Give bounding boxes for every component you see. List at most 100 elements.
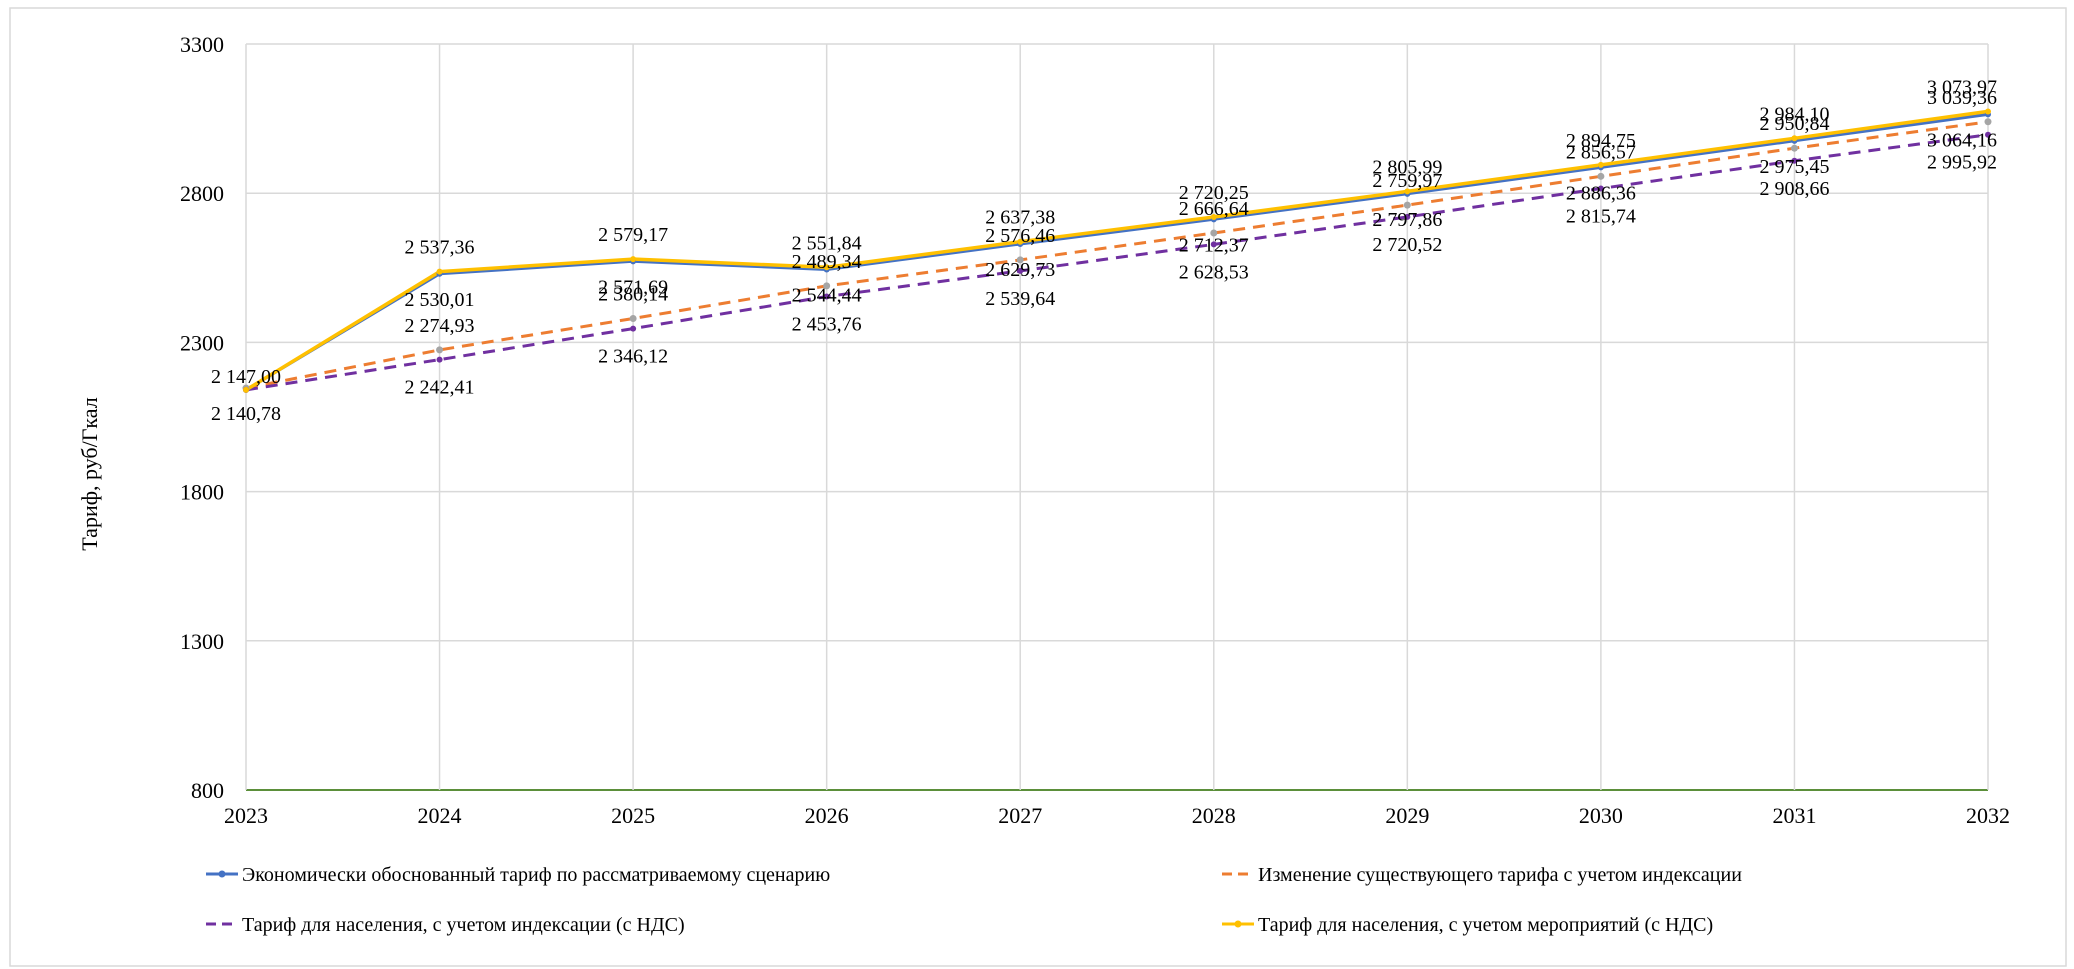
legend-marker-1 <box>218 870 226 878</box>
legend-entry-3: Тариф для населения, с учетом индексации… <box>242 914 685 936</box>
series-4-data-label: 2 637,38 <box>985 207 1055 229</box>
y-tick-label: 800 <box>191 778 224 803</box>
series-line-4 <box>245 109 1989 392</box>
series-2-data-label: 2 380,14 <box>598 283 668 305</box>
series-3-data-label: 2 995,92 <box>1927 152 1997 174</box>
series-3-point <box>1017 267 1024 274</box>
series-4-point <box>436 268 443 275</box>
y-axis-ticks: 800 1300 1800 2300 2800 3300 <box>180 32 224 803</box>
series-4-data-label: 2 537,36 <box>405 237 475 259</box>
series-line-1 <box>245 112 1989 392</box>
series-1-data-label: 2 140,78 <box>211 403 281 425</box>
series-2-point <box>629 314 637 322</box>
series-4-data-label: 2 551,84 <box>792 232 862 254</box>
x-tick-label: 2030 <box>1579 803 1623 828</box>
series-4-data-label: 2 805,99 <box>1372 156 1442 178</box>
series-3-data-label: 2 242,41 <box>405 377 475 399</box>
chart-frame <box>9 7 2067 967</box>
x-tick-label: 2025 <box>611 803 655 828</box>
x-tick-label: 2031 <box>1772 803 1816 828</box>
y-tick-label: 3300 <box>180 32 224 57</box>
data-labels: 2 140,78 2 530,01 2 571,69 2 544,44 2 629,73… <box>211 76 1997 424</box>
series-2-point <box>1790 144 1798 152</box>
y-tick-label: 1800 <box>180 480 224 505</box>
series-3-point <box>823 293 830 300</box>
y-tick-label: 2300 <box>180 330 224 355</box>
y-axis-label: Тариф, руб/Гкал <box>77 397 102 550</box>
series-4-data-label: 3 073,97 <box>1927 76 1997 98</box>
series-2-point <box>1403 201 1411 209</box>
series-3-point <box>1985 131 1991 138</box>
legend-entry-4: Тариф для населения, с учетом мероприяти… <box>1258 914 1713 936</box>
series-4-point <box>1597 161 1604 168</box>
x-tick-label: 2032 <box>1966 803 2010 828</box>
x-tick-label: 2023 <box>224 803 268 828</box>
x-axis-ticks: 2023 2024 2025 2026 2027 2028 2029 2030 2031 2032 <box>224 803 2010 828</box>
series-2-data-label: 2 489,34 <box>792 251 862 273</box>
series-1-data-label: 2 975,45 <box>1759 156 1829 178</box>
series-3-data-label: 2 908,66 <box>1759 178 1829 200</box>
series-2-point <box>436 346 444 354</box>
series-2-point <box>1984 118 1992 126</box>
series-4-point <box>630 256 637 263</box>
series-4-data-label: 2 894,75 <box>1566 130 1636 152</box>
y-tick-label: 2800 <box>180 181 224 206</box>
series-3-point <box>1597 185 1604 192</box>
series-3-data-label: 2 815,74 <box>1566 206 1636 228</box>
series-3-point <box>630 325 637 332</box>
series-4-data-label: 2 984,10 <box>1759 103 1829 125</box>
series-2-data-label: 3 039,36 <box>1927 87 1997 109</box>
series-2-data-label: 2 759,97 <box>1372 170 1442 192</box>
x-tick-label: 2028 <box>1192 803 1236 828</box>
x-tick-label: 2026 <box>805 803 849 828</box>
series-2-point <box>1016 256 1024 264</box>
series-1-data-label: 2 797,86 <box>1372 209 1442 231</box>
series-3-data-label: 2 720,52 <box>1372 234 1442 256</box>
series-3-point <box>1404 213 1411 220</box>
series-2-data-label: 2 576,46 <box>985 225 1055 247</box>
series-4-point <box>1210 213 1217 220</box>
series-3-point <box>1791 157 1798 164</box>
series-2-point <box>1597 172 1605 180</box>
y-tick-label: 1300 <box>180 629 224 654</box>
legend-entry-1: Экономически обоснованный тариф по рассм… <box>242 864 830 886</box>
series-1-data-label: 2 571,69 <box>598 276 668 298</box>
series-4-point <box>1017 238 1024 245</box>
series-1-data-label: 2 530,01 <box>405 289 475 311</box>
series-markers <box>242 108 1992 393</box>
x-tick-label: 2029 <box>1385 803 1429 828</box>
series-1-data-label: 2 629,73 <box>985 259 1055 281</box>
series-4-point <box>1791 135 1798 142</box>
x-tick-label: 2024 <box>418 803 462 828</box>
series-4-point <box>243 386 249 393</box>
series-4-point <box>1404 188 1411 195</box>
series-3-data-label: 2 539,64 <box>985 288 1055 310</box>
legend-marker-4 <box>1234 920 1242 928</box>
series-2-data-label: 2 147,00 <box>211 366 281 388</box>
series-2-point <box>823 282 831 290</box>
series-2-data-label: 2 274,93 <box>405 315 475 337</box>
series-1-data-label: 2 886,36 <box>1566 182 1636 204</box>
legend: Экономически обоснованный тариф по рассм… <box>206 864 1742 936</box>
x-tick-label: 2027 <box>998 803 1042 828</box>
series-line-3 <box>245 133 1989 392</box>
series-4-point <box>823 264 830 271</box>
series-2-point <box>1210 229 1218 237</box>
series-2-data-label: 2 950,84 <box>1759 113 1829 135</box>
series-4-data-label: 2 720,25 <box>1179 182 1249 204</box>
series-1-data-label: 2 712,37 <box>1179 234 1249 256</box>
series-3-data-label: 2 346,12 <box>598 346 668 368</box>
series-1-data-label: 2 544,44 <box>792 284 862 306</box>
series-1-data-label: 3 064,16 <box>1927 129 1997 151</box>
series-4-point <box>1985 108 1991 115</box>
series-2-data-label: 2 856,57 <box>1566 141 1636 163</box>
series-3-point <box>436 356 443 363</box>
series-3-point <box>1210 241 1217 248</box>
series-4-data-label: 2 579,17 <box>598 224 668 246</box>
series-2-data-label: 2 666,64 <box>1179 198 1249 220</box>
series-line-2 <box>245 120 1989 390</box>
series-3-data-label: 2 453,76 <box>792 314 862 336</box>
series-lines <box>245 109 1989 392</box>
legend-entry-2: Изменение существующего тарифа с учетом … <box>1258 864 1742 886</box>
